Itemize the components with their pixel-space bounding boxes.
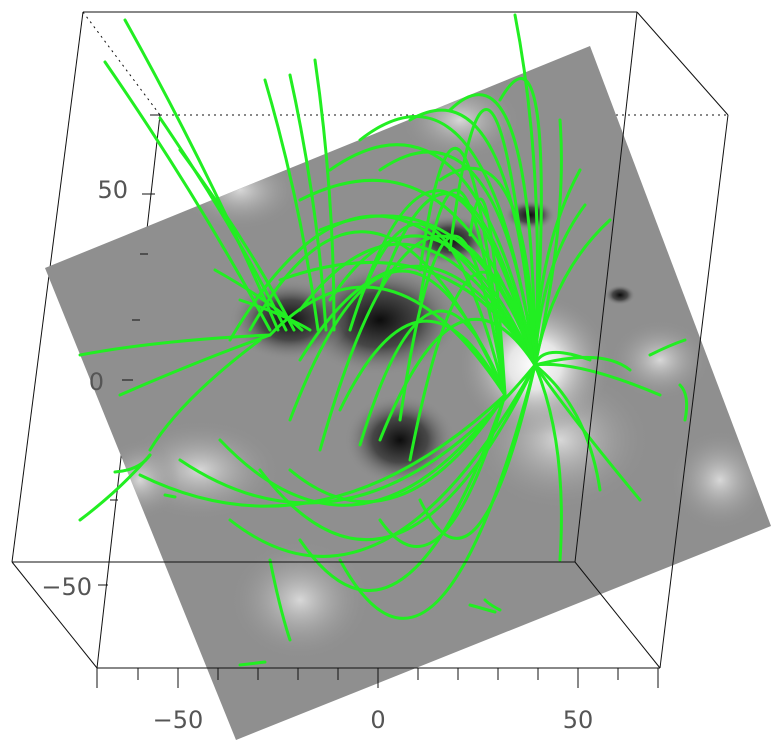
y-tick-label: 0 [89, 368, 104, 396]
field-line [238, 298, 312, 332]
field-line [113, 453, 152, 474]
field-line [533, 168, 582, 367]
field-line [533, 362, 662, 397]
x-tick-label: 50 [563, 706, 594, 734]
field-line [288, 73, 328, 332]
field-line [358, 114, 537, 367]
field-line [483, 598, 502, 612]
field-line [263, 78, 320, 332]
field-line [138, 393, 507, 508]
field-line [238, 660, 267, 667]
field-line [378, 317, 537, 442]
field-line [448, 93, 537, 367]
field-line [648, 338, 687, 357]
field-line [118, 333, 272, 397]
field-line [78, 333, 272, 357]
field-line [103, 60, 272, 332]
field-line [678, 383, 689, 422]
x-tick-label: −50 [153, 706, 204, 734]
field-line [218, 393, 507, 507]
field-line [163, 493, 177, 499]
field-line [328, 143, 537, 367]
field-line [213, 268, 304, 332]
field-line [123, 18, 280, 332]
field-line [268, 558, 292, 642]
field-line [533, 355, 632, 372]
field-line [533, 363, 563, 562]
field-line [533, 363, 602, 492]
field-line [533, 363, 642, 502]
field-line [408, 108, 537, 367]
field-line [288, 269, 507, 422]
field-line [313, 58, 336, 332]
field-line [348, 189, 537, 367]
field-line [418, 363, 537, 540]
bounding-box-front [11, 11, 729, 669]
field-line [288, 393, 507, 504]
x-axis [96, 668, 659, 688]
field-line [438, 166, 537, 367]
field-line [298, 264, 537, 367]
magnetogram-plane [45, 46, 771, 740]
field-line [533, 118, 563, 367]
field-line [298, 178, 537, 367]
field-line [468, 603, 497, 614]
field-line [148, 338, 262, 452]
field-line [318, 214, 537, 367]
field-line [158, 116, 288, 332]
field-line [298, 242, 537, 367]
field-line [178, 148, 296, 332]
field-line [328, 234, 537, 367]
field-line [338, 363, 537, 620]
field-lines [78, 13, 689, 667]
y-axis [98, 114, 160, 586]
field-line [498, 77, 543, 367]
y-tick-label: −50 [41, 573, 92, 601]
field-line [358, 222, 507, 397]
x-tick-label: 0 [370, 706, 385, 734]
field-line [298, 393, 507, 593]
y-tick-label: 50 [97, 176, 128, 204]
field-line [338, 319, 507, 412]
